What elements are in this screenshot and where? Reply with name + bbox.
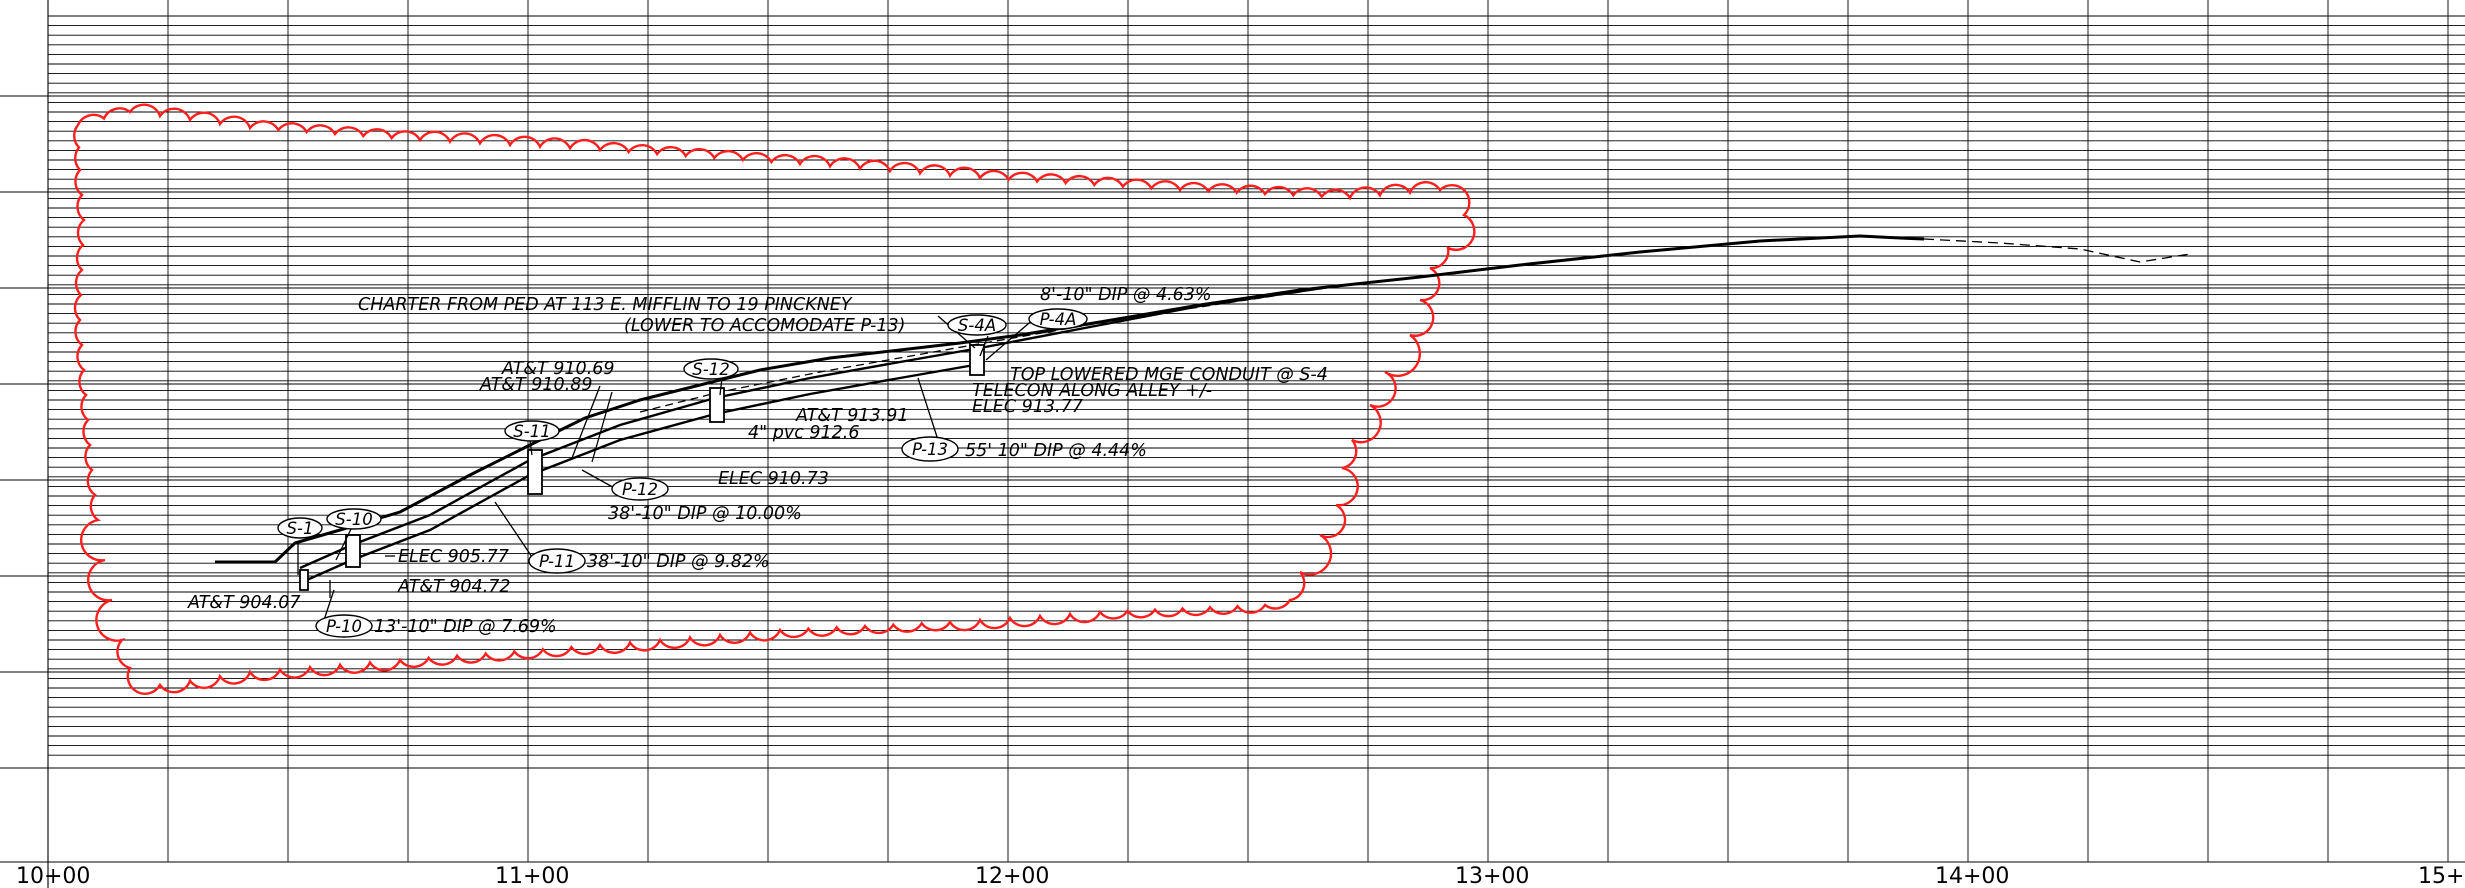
tag-p12: P-12	[611, 477, 669, 501]
pipe-invert-line	[299, 362, 981, 585]
station-label-10: 10+00	[16, 864, 90, 888]
note-dip-p13: 55' 10" DIP @ 4.44%	[965, 441, 1147, 461]
structure-s10	[345, 534, 361, 568]
note-charter-line1: CHARTER FROM PED AT 113 E. MIFFLIN TO 19…	[358, 295, 853, 315]
tag-s12: S-12	[683, 358, 739, 380]
note-dip-p12: 38'-10" DIP @ 10.00%	[608, 504, 802, 524]
station-label-13: 13+00	[1455, 864, 1529, 888]
svg-text:S-10: S-10	[335, 510, 372, 529]
note-top-lowered-1: TOP LOWERED MGE CONDUIT @ S-4	[1010, 365, 1328, 385]
svg-text:P-13: P-13	[912, 440, 948, 459]
structure-s12	[709, 387, 725, 423]
leader-lines	[297, 315, 1036, 627]
tag-s10: S-10	[326, 508, 382, 530]
pipe-crown-line	[299, 285, 1331, 570]
leader-s12	[719, 377, 723, 396]
revision-cloud	[73, 103, 1476, 695]
station-label-15: 15+0	[2418, 864, 2465, 888]
tags: S-1 S-10 S-11 S-12 S-4A P-4A P-10 P-11	[277, 308, 1088, 638]
pipe-centerline-dashed	[639, 291, 1301, 413]
station-labels: 10+00 11+00 12+00 13+00 14+00 15+0	[16, 864, 2465, 888]
svg-text:S-1: S-1	[287, 519, 314, 538]
tag-p13: P-13	[901, 436, 959, 462]
note-top-lowered-2: TELECON ALONG ALLEY +/-	[972, 381, 1212, 401]
structure-s4a	[969, 344, 985, 376]
leader-att-910-69	[571, 385, 601, 459]
leader-att-910-89	[591, 391, 613, 463]
svg-text:P-12: P-12	[622, 480, 658, 499]
note-dip-p4a: 8'-10" DIP @ 4.63%	[1040, 285, 1212, 305]
structure-s11	[527, 449, 543, 495]
structures	[299, 344, 985, 591]
tag-s4a: S-4A	[947, 314, 1007, 336]
left-edge-ticks	[0, 95, 48, 769]
annotations: CHARTER FROM PED AT 113 E. MIFFLIN TO 19…	[187, 285, 1328, 637]
note-dip-p10: 13'-10" DIP @ 7.69%	[374, 617, 557, 637]
tag-s11: S-11	[504, 420, 560, 442]
tag-p11: P-11	[528, 548, 586, 574]
note-att-910-89: AT&T 910.89	[479, 375, 593, 395]
vertical-grid	[47, 0, 2449, 862]
ground-surface	[215, 234, 2191, 564]
leader-s4a	[979, 335, 989, 357]
svg-text:P-4A: P-4A	[1040, 310, 1077, 329]
tag-p4a: P-4A	[1028, 308, 1088, 330]
note-att-904-07: AT&T 904.07	[187, 593, 301, 613]
note-elec-910-73: ELEC 910.73	[718, 469, 829, 489]
svg-text:S-4A: S-4A	[958, 316, 996, 335]
station-label-11: 11+00	[495, 864, 569, 888]
svg-text:S-11: S-11	[513, 422, 550, 441]
proposed-ground-dashed	[1923, 238, 2191, 263]
major-horizontal-grid	[48, 95, 2465, 769]
svg-text:P-10: P-10	[326, 617, 362, 636]
leader-s11	[529, 440, 533, 456]
note-att-913-91: AT&T 913.91	[795, 406, 909, 426]
note-charter-line2: (LOWER TO ACCOMODATE P-13)	[624, 316, 905, 336]
pipe-profile	[299, 285, 1331, 585]
existing-ground-line	[215, 234, 1925, 564]
svg-text:P-11: P-11	[539, 552, 575, 571]
fine-horizontal-grid	[48, 15, 2465, 756]
svg-text:S-12: S-12	[692, 360, 729, 379]
note-pvc-912-6: 4" pvc 912.6	[748, 423, 860, 443]
station-label-14: 14+00	[1935, 864, 2009, 888]
station-label-12: 12+00	[975, 864, 1049, 888]
note-elec-913: ELEC 913.77	[972, 397, 1083, 417]
note-dip-p11: 38'-10" DIP @ 9.82%	[587, 552, 770, 572]
tag-s1: S-1	[277, 517, 323, 539]
leader-p11	[494, 501, 533, 558]
leader-s10	[335, 526, 353, 561]
note-elec-905-77: ELEC 905.77	[398, 547, 509, 567]
note-att-910-69: AT&T 910.69	[501, 359, 615, 379]
note-att-904-72: AT&T 904.72	[397, 577, 511, 597]
structure-s1	[299, 569, 309, 591]
leader-p4a	[985, 317, 1036, 361]
leader-p13	[917, 377, 939, 441]
tag-p10: P-10	[315, 614, 373, 638]
